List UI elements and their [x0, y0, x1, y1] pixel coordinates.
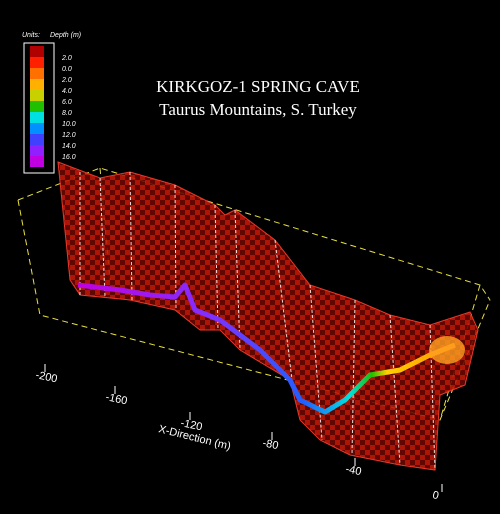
- color-swatch: [30, 46, 44, 57]
- legend-label: 4.0: [62, 88, 72, 95]
- color-swatch: [30, 112, 44, 123]
- color-swatch: [30, 57, 44, 68]
- x-tick-label: 0: [431, 489, 439, 502]
- x-tick-label: -160: [104, 391, 128, 407]
- subtitle: Taurus Mountains, S. Turkey: [159, 100, 357, 119]
- color-swatch: [30, 68, 44, 79]
- legend-label: 14.0: [62, 143, 76, 150]
- x-tick-label: -120: [179, 417, 203, 433]
- legend-label: 16.0: [62, 154, 76, 161]
- color-swatch: [30, 134, 44, 145]
- legend-label: 8.0: [62, 110, 72, 117]
- color-swatch: [30, 101, 44, 112]
- color-swatch: [30, 156, 44, 167]
- cave-chamber: [429, 336, 465, 364]
- legend-label: 0.0: [62, 66, 72, 73]
- legend-frame: [23, 42, 55, 174]
- x-tick-label: -80: [261, 437, 279, 452]
- legend: Units: Depth (m) 2.0 0.0 2.0 4.0 6.0 8.0 10.0 1…: [22, 32, 81, 174]
- legend-units: Units:: [22, 32, 40, 39]
- legend-label: 6.0: [62, 99, 72, 106]
- cave-passage: [77, 282, 456, 415]
- color-swatch: [30, 123, 44, 134]
- curtain-ribs: [79, 171, 436, 471]
- legend-label: 12.0: [62, 132, 76, 139]
- cave-curtain: [57, 161, 479, 471]
- color-swatch: [30, 90, 44, 101]
- legend-label: 2.0: [61, 77, 72, 84]
- legend-label: 2.0: [61, 55, 72, 62]
- colorbar: 2.0 0.0 2.0 4.0 6.0 8.0 10.0 12.0 14.0 16.0: [30, 46, 76, 167]
- x-tick-label: -40: [344, 463, 362, 478]
- color-swatch: [30, 145, 44, 156]
- legend-label: 10.0: [62, 121, 76, 128]
- legend-quantity: Depth (m): [50, 32, 81, 39]
- x-tick-label: -200: [34, 369, 58, 385]
- title: KIRKGOZ-1 SPRING CAVE: [156, 77, 360, 96]
- color-swatch: [30, 79, 44, 90]
